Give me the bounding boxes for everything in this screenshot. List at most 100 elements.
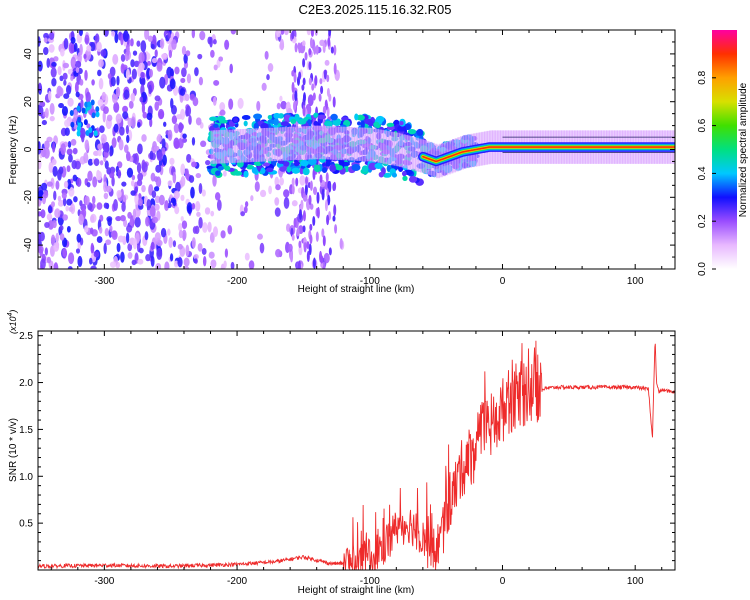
heatmap-cell xyxy=(173,190,180,200)
heatmap-cell xyxy=(309,223,313,231)
heatmap-cell xyxy=(73,42,78,53)
heatmap-cell xyxy=(273,112,281,119)
heatmap-cell xyxy=(212,226,219,238)
heatmap-cell xyxy=(172,198,177,207)
heatmap-cell xyxy=(356,121,362,126)
heatmap-cell xyxy=(323,106,327,114)
heatmap-cell xyxy=(122,105,129,113)
heatmap-cell xyxy=(207,221,212,233)
heatmap-cell xyxy=(267,115,273,120)
heatmap-cell xyxy=(84,139,90,151)
heatmap-cell xyxy=(298,240,302,249)
heatmap-cell xyxy=(210,130,215,164)
heatmap-cell xyxy=(39,248,43,257)
heatmap-cell xyxy=(286,166,292,173)
heatmap-cell xyxy=(191,202,196,210)
heatmap-cell xyxy=(297,260,301,269)
heatmap-cell xyxy=(90,99,95,106)
heatmap-cell xyxy=(126,224,133,233)
spectrogram-heatmap xyxy=(38,30,675,269)
heatmap-cell xyxy=(121,181,127,187)
heatmap-cell xyxy=(309,203,314,210)
heatmap-cell xyxy=(64,119,70,128)
heatmap-cell xyxy=(96,236,103,243)
heatmap-cell xyxy=(123,89,130,100)
heatmap-cell xyxy=(243,206,248,214)
heatmap-cell xyxy=(58,103,64,109)
heatmap-cell xyxy=(125,68,130,80)
heatmap-cell xyxy=(241,114,251,120)
heatmap-cell xyxy=(151,190,157,199)
heatmap-cell xyxy=(313,121,319,127)
heatmap-cell xyxy=(316,191,320,204)
heatmap-cell xyxy=(109,66,116,77)
heatmap-cell xyxy=(212,96,217,106)
heatmap-cell xyxy=(87,158,94,166)
y-tick-label: 1.5 xyxy=(19,425,33,436)
heatmap-cell xyxy=(152,216,158,224)
heatmap-cell xyxy=(304,52,308,61)
heatmap-cell xyxy=(267,63,274,72)
heatmap-cell xyxy=(198,216,203,229)
heatmap-cell xyxy=(178,222,183,232)
heatmap-cell xyxy=(312,186,318,196)
heatmap-cell xyxy=(98,226,103,234)
heatmap-cell xyxy=(113,198,118,211)
heatmap-cell xyxy=(393,132,398,166)
heatmap-cell xyxy=(74,60,82,69)
heatmap-cell xyxy=(122,111,129,120)
colorbar-tick-label: 0.8 xyxy=(697,70,708,84)
heatmap-cell xyxy=(186,153,192,163)
heatmap-cell xyxy=(111,176,115,187)
heatmap-cell xyxy=(318,93,322,102)
heatmap-cell xyxy=(312,92,316,101)
heatmap-cell xyxy=(262,162,270,167)
heatmap-cell xyxy=(351,163,361,172)
heatmap-cell xyxy=(250,128,255,163)
heatmap-cell xyxy=(138,52,145,64)
heatmap-cell xyxy=(137,143,143,155)
heatmap-cell xyxy=(221,129,226,164)
heatmap-cell xyxy=(250,195,254,202)
y-tick-label: 2.5 xyxy=(19,331,33,342)
x-tick-label: -300 xyxy=(94,576,114,587)
heatmap-cell xyxy=(224,165,231,171)
x-tick-label: -200 xyxy=(227,276,247,287)
heatmap-cell xyxy=(90,215,95,223)
heatmap-cell xyxy=(73,108,78,120)
heatmap-cell xyxy=(227,225,233,235)
heatmap-cell xyxy=(333,44,337,56)
heatmap-cell xyxy=(131,68,137,80)
heatmap-cell xyxy=(154,232,161,243)
snr-multiplier-exponent: 4 xyxy=(7,312,14,316)
heatmap-cell xyxy=(59,233,65,241)
heatmap-cell xyxy=(116,242,121,253)
heatmap-cell xyxy=(321,188,325,201)
heatmap-cell xyxy=(202,222,208,233)
heatmap-cell xyxy=(58,87,64,97)
heatmap-cell xyxy=(328,247,332,256)
heatmap-cell xyxy=(271,127,276,162)
heatmap-cell xyxy=(242,128,247,163)
heatmap-cell xyxy=(103,202,109,209)
heatmap-cell xyxy=(181,45,187,56)
heatmap-cell xyxy=(106,167,112,175)
heatmap-cell xyxy=(168,236,173,248)
heatmap-cell xyxy=(237,129,242,163)
heatmap-cell xyxy=(65,85,72,95)
heatmap-cell xyxy=(93,150,99,157)
heatmap-cell xyxy=(126,46,130,56)
heatmap-cell xyxy=(76,177,82,187)
heatmap-cell xyxy=(139,96,144,103)
heatmap-cell xyxy=(91,112,96,119)
heatmap-cell xyxy=(360,120,365,129)
heatmap-cell xyxy=(291,167,301,174)
heatmap-cell xyxy=(105,239,112,246)
heatmap-cell xyxy=(81,107,86,114)
heatmap-cell xyxy=(208,251,215,259)
heatmap-cell xyxy=(44,222,50,228)
heatmap-cell xyxy=(93,251,100,258)
heatmap-cell xyxy=(343,126,348,161)
heatmap-cell xyxy=(252,128,257,162)
